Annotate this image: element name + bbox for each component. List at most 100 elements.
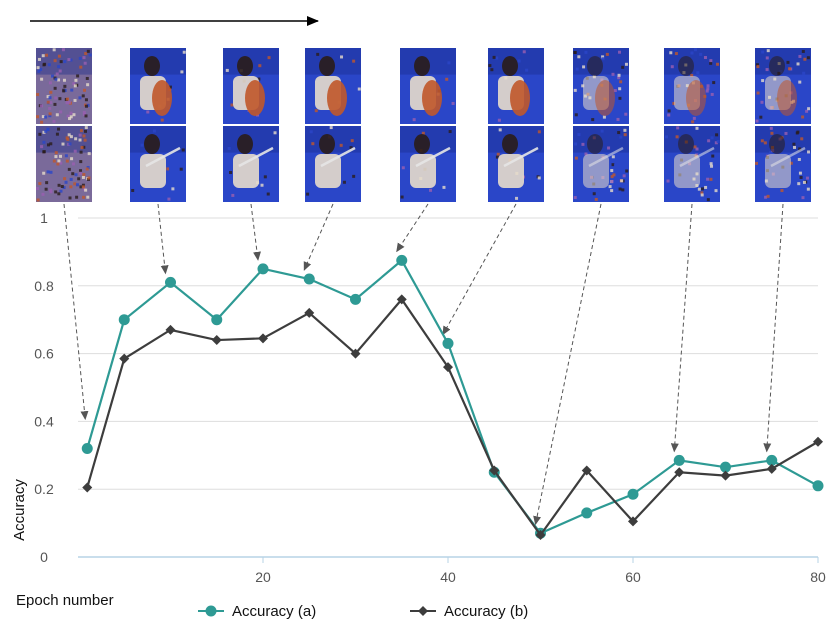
series-a-point	[581, 507, 593, 519]
thumbnail-head	[414, 56, 430, 76]
thumbnail-figure	[410, 154, 436, 188]
thumbnail-noise	[759, 115, 763, 119]
thumbnail-noise	[496, 152, 500, 156]
thumbnail-noise	[671, 114, 675, 118]
thumbnail-noise	[57, 65, 61, 69]
thumbnail-noise	[86, 83, 90, 87]
thumbnail-noise	[58, 69, 62, 73]
thumbnail-noise	[709, 75, 713, 79]
connector-arrow	[63, 203, 89, 421]
series-b-point	[813, 436, 823, 447]
thumbnail-noise	[83, 61, 87, 65]
thumbnail-noise	[448, 130, 452, 134]
thumbnail-noise	[618, 96, 622, 100]
thumbnail-noise	[492, 55, 496, 59]
thumbnail-noise	[715, 133, 719, 137]
series-b-point	[119, 353, 130, 364]
thumbnail-noise	[601, 55, 605, 59]
thumbnail-noise	[602, 115, 606, 119]
thumbnail-noise	[73, 149, 77, 153]
thumbnail-noise	[610, 189, 614, 193]
y-tick-label: 0.4	[34, 413, 54, 429]
thumbnail-noise	[760, 100, 764, 104]
thumbnail-noise	[670, 77, 674, 81]
thumbnail-epoch-20	[223, 48, 279, 202]
thumbnail-noise	[179, 167, 183, 171]
thumbnail-noise	[497, 118, 501, 122]
thumbnail-noise	[770, 131, 774, 135]
connector-arrow	[157, 203, 169, 275]
thumbnail-noise	[617, 76, 621, 80]
thumbnail-noise	[706, 181, 710, 185]
thumbnail-noise	[53, 59, 57, 63]
thumbnail-noise	[619, 80, 623, 84]
thumbnail-noise	[537, 130, 541, 134]
thumbnail-noise	[611, 155, 615, 159]
thumbnail-noise	[64, 154, 68, 158]
y-tick-label: 0	[40, 549, 48, 565]
thumbnail-noise	[666, 157, 670, 161]
thumbnail-cello	[510, 80, 530, 116]
thumbnail-noise	[495, 155, 499, 159]
thumbnail-strip	[36, 48, 811, 202]
series-b-point	[350, 348, 361, 359]
thumbnail-noise	[36, 66, 40, 70]
y-tick-label: 0.2	[34, 481, 54, 497]
thumbnail-noise	[710, 164, 714, 168]
thumbnail-noise	[792, 142, 796, 146]
thumbnail-noise	[619, 135, 623, 139]
thumbnail-noise	[617, 50, 621, 54]
thumbnail-noise	[152, 129, 156, 133]
thumbnail-noise	[670, 65, 674, 69]
thumbnail-noise	[401, 166, 405, 170]
series-group	[81, 254, 824, 540]
thumbnail-noise	[41, 54, 45, 58]
thumbnail-noise	[573, 50, 577, 54]
thumbnail-figure	[233, 154, 259, 188]
thumbnail-noise	[62, 78, 66, 82]
thumbnail-noise	[490, 68, 494, 72]
thumbnail-noise	[68, 117, 72, 121]
thumbnail-noise	[69, 185, 73, 189]
series-line-b	[86, 297, 819, 537]
thumbnail-flute	[679, 146, 715, 168]
thumbnail-noise	[780, 189, 784, 193]
thumbnail-noise	[54, 155, 58, 159]
thumbnail-flute	[320, 146, 356, 168]
thumbnail-noise	[709, 61, 713, 65]
thumbnail-noise	[617, 131, 621, 135]
thumbnail-noise	[46, 100, 50, 104]
connector-arrow	[533, 203, 602, 526]
thumbnail-noise	[755, 161, 759, 165]
thumbnail-noise	[267, 56, 271, 60]
series-b-point	[396, 294, 407, 305]
thumbnail-noise	[168, 85, 172, 89]
thumbnail-noise	[796, 62, 800, 66]
thumbnail-noise	[623, 101, 627, 105]
thumbnail-noise	[260, 183, 264, 187]
thumbnail-noise	[796, 130, 800, 134]
thumbnail-noise	[38, 182, 42, 186]
thumbnail-cello	[595, 80, 615, 116]
thumbnail-noise	[447, 61, 451, 65]
thumbnail-noise	[173, 97, 177, 101]
thumbnail-figure	[140, 154, 166, 188]
thumbnail-noise	[761, 50, 765, 54]
thumbnail-noise	[84, 98, 88, 102]
thumbnail-noise	[760, 139, 764, 143]
thumbnail-noise	[611, 163, 615, 167]
thumbnail-noise	[787, 67, 791, 71]
thumbnail-noise	[87, 152, 91, 156]
thumbnail-noise	[48, 114, 52, 118]
thumbnail-noise	[798, 80, 802, 84]
connector-arrow	[763, 203, 784, 453]
thumbnail-noise	[714, 189, 718, 193]
thumbnail-noise	[66, 114, 70, 118]
thumbnail-noise	[79, 169, 83, 173]
thumbnail-noise	[695, 147, 699, 151]
thumbnail-noise	[61, 142, 65, 146]
thumbnail-noise	[805, 176, 809, 180]
connector-arrow	[670, 203, 693, 453]
thumbnail-noise	[805, 109, 809, 113]
thumbnail-noise	[65, 97, 69, 101]
